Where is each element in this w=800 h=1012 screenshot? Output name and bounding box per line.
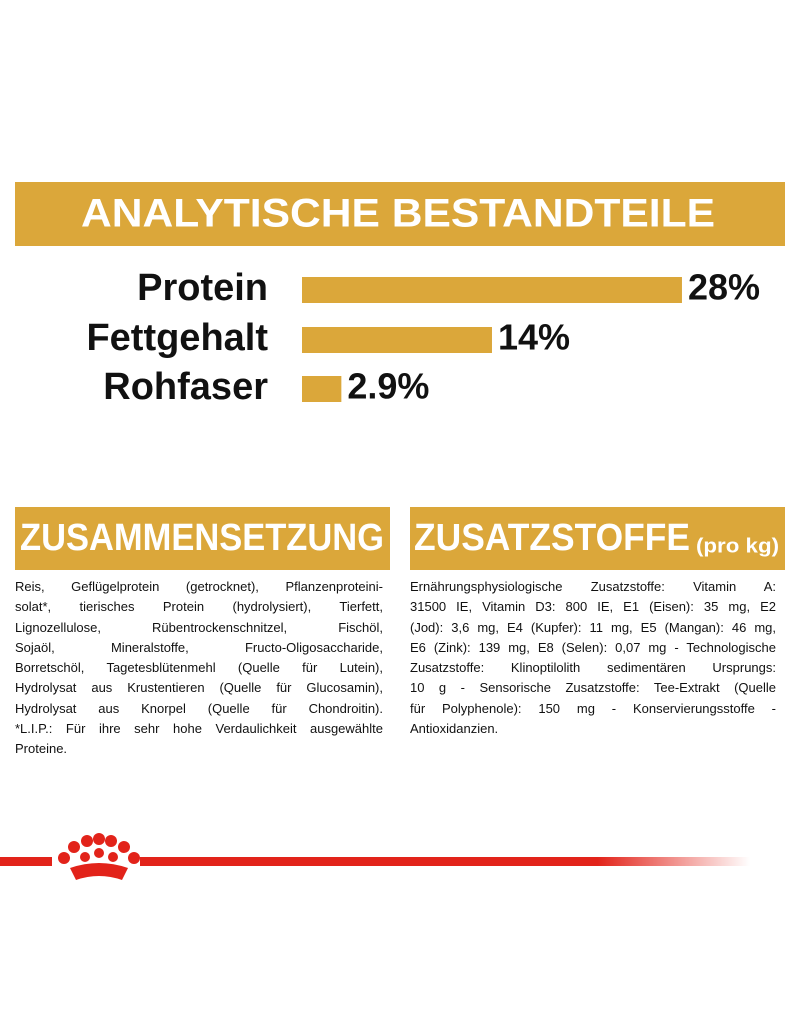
bar [302, 277, 682, 303]
text-line: Zusatzstoffe: Klinoptilolith sedimentäre… [410, 660, 776, 676]
section-header [15, 507, 390, 570]
bar-chart: Protein 28% Fettgehalt 14% Rohfaser 2.9% [86, 267, 760, 409]
value-label: 14% [498, 317, 570, 358]
divider-line [140, 857, 750, 866]
header-band [15, 182, 785, 246]
text-line: Reis, Geflügelprotein (getrocknet), Pfla… [15, 579, 383, 594]
text-line: für Polyphenole): 150 mg - Konservierung… [410, 700, 776, 716]
section-title: ZUSATZSTOFFE [414, 517, 690, 559]
text-line: Lignozellulose, Rübentrockenschnitzel, F… [15, 619, 383, 635]
text-line: Antioxidanzien. [410, 721, 499, 737]
section-title: ZUSAMMENSETZUNG [20, 517, 384, 559]
text-line: solat*, tierisches Protein (hydrolysiert… [15, 599, 383, 615]
text-line: Proteine. [15, 741, 68, 757]
category-label: Rohfaser [103, 366, 268, 408]
text-line: 10 g - Sensorische Zusatzstoffe: Tee-Ext… [410, 680, 776, 696]
section-unit: (pro kg) [696, 535, 779, 557]
text-line: E6 (Zink): 139 mg, E8 (Selen): 0,07 mg -… [410, 639, 776, 655]
bar [302, 376, 342, 402]
category-label: Fettgehalt [86, 317, 268, 359]
section-header [410, 507, 785, 570]
text-line: Ernährungsphysiologische Zusatzstoffe: V… [410, 579, 776, 594]
text-line: Sojaöl, Mineralstoffe, Fructo-Oligosacch… [15, 639, 383, 655]
category-label: Protein [137, 267, 268, 309]
value-label: 28% [688, 267, 760, 308]
divider-line [0, 857, 52, 866]
text-line: Hydrolysat aus Knorpel (Quelle für Chond… [15, 700, 383, 716]
chart-title: ANALYTISCHE BESTANDTEILE [81, 192, 715, 236]
text-line: 31500 IE, Vitamin D3: 800 IE, E1 (Eisen)… [410, 599, 776, 615]
composition-text: Reis, Geflügelprotein (getrocknet), Pfla… [15, 577, 383, 760]
crown-logo [58, 833, 140, 880]
text-line: Hydrolysat aus Krustentieren (Quelle für… [15, 680, 383, 696]
additives-text: Ernährungsphysiologische Zusatzstoffe: V… [410, 577, 776, 739]
text-line: *L.I.P.: Für ihre sehr hohe Verdaulichke… [15, 721, 383, 737]
bar [302, 327, 492, 353]
value-label: 2.9% [347, 366, 429, 407]
text-line: (Jod): 3,6 mg, E4 (Kupfer): 11 mg, E5 (M… [410, 619, 776, 635]
text-line: Borretschöl, Tagetesblütenmehl (Quelle f… [15, 660, 383, 676]
